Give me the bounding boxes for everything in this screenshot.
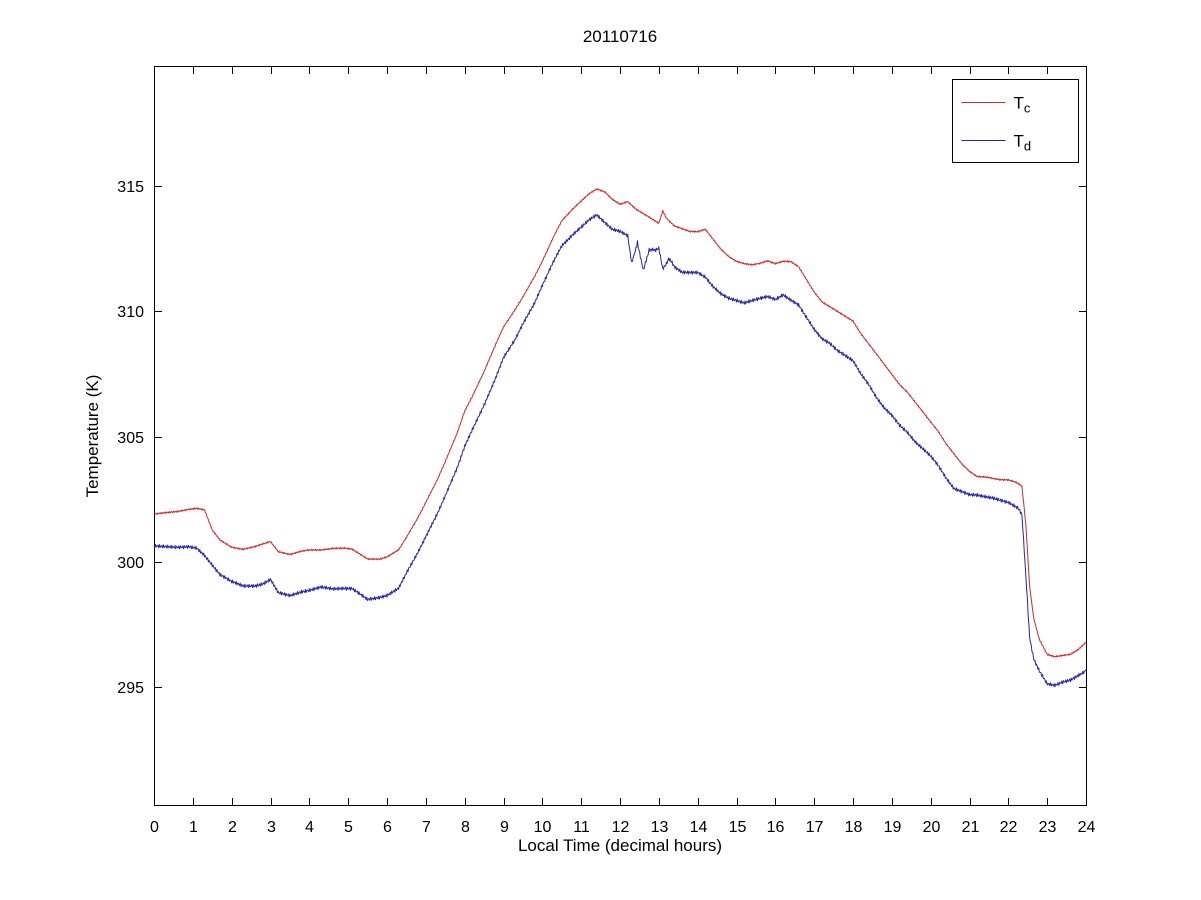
x-tick-label: 10 (534, 819, 552, 836)
x-tick-label: 4 (305, 819, 314, 836)
x-tick-label: 6 (383, 819, 392, 836)
x-tick-label: 15 (729, 819, 747, 836)
y-tick-label: 305 (117, 430, 144, 447)
plot-area: 0 1 2 3 4 5 6 7 8 9 10 11 12 13 14 15 16 17 18 19 20 21 22 23 24… (117, 66, 1096, 836)
x-tick-label: 24 (1078, 819, 1096, 836)
series-line-t-c (153, 188, 1086, 658)
x-tick-label: 1 (189, 819, 198, 836)
series-line-t-d (153, 213, 1087, 688)
x-tick-label: 17 (806, 819, 824, 836)
x-tick-label: 0 (150, 819, 159, 836)
x-tick-label: 14 (690, 819, 708, 836)
x-tick-label: 20 (923, 819, 941, 836)
x-tick-label: 18 (845, 819, 863, 836)
x-tick-label: 3 (267, 819, 276, 836)
legend-entry-label: Tc (1014, 94, 1031, 116)
x-tick-label: 7 (422, 819, 431, 836)
x-tick-label: 21 (962, 819, 980, 836)
chart-title: 20110716 (583, 27, 657, 46)
y-tick-label: 295 (117, 680, 144, 697)
y-tick-label: 300 (117, 555, 144, 572)
x-tick-label: 19 (884, 819, 902, 836)
x-tick-label: 16 (767, 819, 785, 836)
y-tick-label: 315 (117, 179, 144, 196)
x-tick-label: 5 (344, 819, 353, 836)
x-tick-label: 8 (461, 819, 470, 836)
x-tick-label: 12 (612, 819, 630, 836)
x-tick-label: 13 (651, 819, 669, 836)
x-tick-label: 23 (1039, 819, 1057, 836)
axes-box (154, 66, 1087, 806)
x-tick-label: 22 (1000, 819, 1018, 836)
legend-box (952, 79, 1079, 163)
y-axis-label: Temperature (K) (83, 375, 102, 498)
x-tick-label: 11 (573, 819, 590, 836)
x-tick-label: 9 (500, 819, 509, 836)
legend-entry-label: Td (1014, 132, 1032, 154)
x-tick-label: 2 (228, 819, 237, 836)
y-tick-label: 310 (117, 304, 144, 321)
x-axis-label: Local Time (decimal hours) (518, 836, 722, 855)
